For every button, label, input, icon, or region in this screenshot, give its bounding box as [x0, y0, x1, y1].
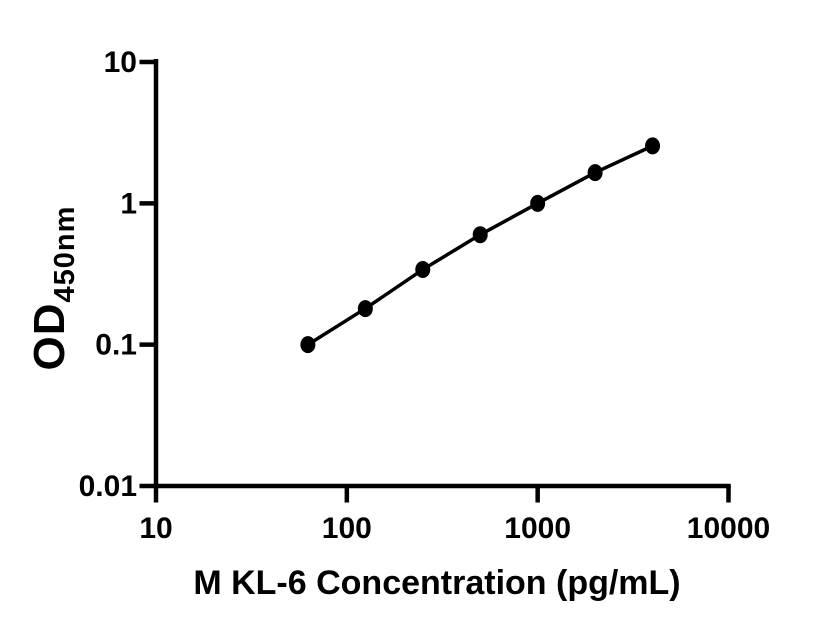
y-axis-title-subscript: 450nm — [49, 206, 81, 303]
data-point — [645, 137, 661, 155]
data-point — [415, 261, 431, 279]
y-tick-label: 0.1 — [95, 329, 137, 362]
data-point — [530, 194, 546, 212]
data-point — [357, 300, 373, 318]
x-tick-label: 10000 — [687, 512, 770, 545]
x-tick-label: 100 — [322, 512, 372, 545]
data-point — [472, 226, 488, 244]
y-tick-label: 10 — [104, 46, 137, 79]
y-axis-title: OD450nm — [25, 206, 81, 371]
x-tick-label: 10 — [139, 512, 172, 545]
data-point — [300, 336, 316, 354]
y-axis-title-main: OD — [25, 302, 74, 370]
axes-layer: 10 100 1000 10000 0.01 0.1 1 10 — [79, 46, 771, 545]
x-tick-label: 1000 — [504, 512, 571, 545]
y-tick-label: 1 — [120, 187, 137, 220]
data-point — [587, 164, 603, 182]
x-axis-title: M KL-6 Concentration (pg/mL) — [193, 564, 680, 602]
series-layer — [300, 137, 661, 354]
y-tick-label: 0.01 — [79, 470, 137, 503]
